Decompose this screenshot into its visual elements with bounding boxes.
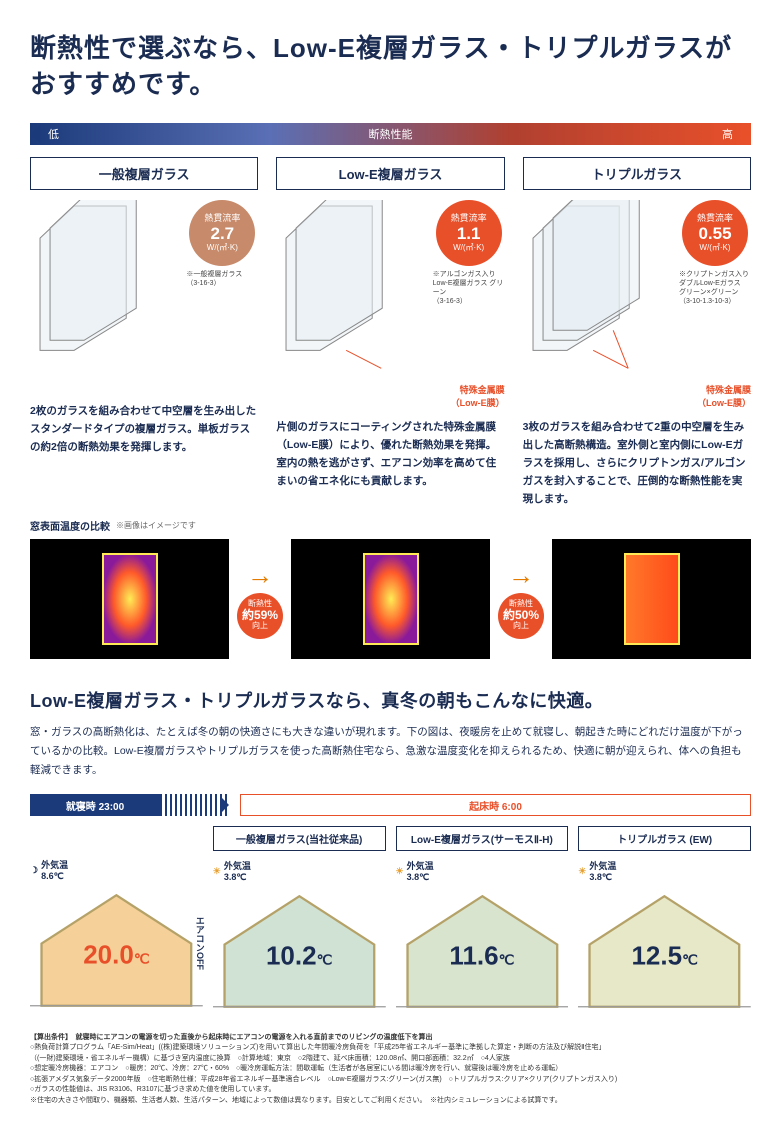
fine-title: 【算出条件】 就寝時にエアコンの電源を切った直後から起床時にエアコンの電源を入れ… <box>30 1033 751 1044</box>
glass-diagram <box>276 200 426 379</box>
u-value-badge: 熱貫流率 2.7 W/(㎡·K) <box>189 200 255 266</box>
improve-badge: 断熱性約59%向上 <box>237 593 283 639</box>
performance-gradient-bar: 低 断熱性能 高 <box>30 123 751 145</box>
film-label: 特殊金属膜（Low-E膜） <box>276 383 504 409</box>
fine-line: （(一財)建築環境・省エネルギー機構）に基づき室内温度に換算 ○計算地域：東京 … <box>30 1054 751 1065</box>
fine-line: ○想定暖冷房機器：エアコン ○暖房：20℃、冷房：27℃・60% ○暖冷房運転方… <box>30 1064 751 1075</box>
fine-print: 【算出条件】 就寝時にエアコンの電源を切った直後から起床時にエアコンの電源を入れ… <box>30 1033 751 1107</box>
u-value-badge: 熱貫流率 1.1 W/(㎡·K) <box>436 200 502 266</box>
house-figure: 12.5℃ <box>578 887 751 1019</box>
outside-temp: ☀ 外気温3.8℃ <box>396 859 569 883</box>
col-desc: 片側のガラスにコーティングされた特殊金属膜（Low-E膜）により、優れた断熱効果… <box>276 419 504 490</box>
fine-line: ○熱負荷計算プログラム「AE-Sim/Heat」((株)建築環境ソリューションズ… <box>30 1043 751 1054</box>
perf-low-label: 低 <box>48 126 59 142</box>
indoor-temp: 10.2℃ <box>266 940 332 971</box>
perf-high-label: 高 <box>722 126 733 142</box>
perf-center-label: 断熱性能 <box>30 126 751 142</box>
thermal-caption: 窓表面温度の比較 <box>30 518 110 533</box>
thermal-image <box>30 539 229 659</box>
fine-line: ○拡張アメダス気象データ2000年版 ○住宅断熱仕様：平成28年省エネルギー基準… <box>30 1075 751 1086</box>
sun-icon: ☀ <box>396 866 404 877</box>
sun-icon: ☀ <box>578 866 586 877</box>
house-figure: 10.2℃ <box>213 887 386 1019</box>
badge-note: ※クリプトンガス入りダブルLow-Eガラスグリーン×グリーン（3-10-1.3-… <box>679 270 751 306</box>
indoor-temp: 11.6℃ <box>449 940 514 971</box>
arrow-icon: → <box>247 560 273 591</box>
house-row: ☽ 外気温8.6℃ 20.0℃ エアコンOFF 一般複層ガラス(当社従来品) ☀… <box>30 826 751 1019</box>
house-title: トリプルガラス (EW) <box>578 826 751 851</box>
section2-title: Low-E複層ガラス・トリプルガラスなら、真冬の朝もこんなに快適。 <box>30 687 751 713</box>
film-label: 特殊金属膜（Low-E膜） <box>523 383 751 409</box>
thermal-caption-sub: ※画像はイメージです <box>116 520 196 531</box>
sun-icon: ☀ <box>213 866 221 877</box>
indoor-temp: 20.0℃ <box>83 939 149 970</box>
thermal-image <box>291 539 490 659</box>
house-title: 一般複層ガラス(当社従来品) <box>213 826 386 851</box>
outside-temp: ☀ 外気温3.8℃ <box>213 859 386 883</box>
outside-temp: ☀ 外気温3.8℃ <box>578 859 751 883</box>
fine-line: ○ガラスの性能値は、JIS R3106、R3107に基づき求めた値を使用していま… <box>30 1085 751 1096</box>
col-title: トリプルガラス <box>523 157 751 190</box>
moon-icon: ☽ <box>30 865 38 876</box>
glass-diagram <box>523 200 673 379</box>
house-title: Low-E複層ガラス(サーモスⅡ-H) <box>396 826 569 851</box>
badge-note: ※アルゴンガス入りLow-E複層ガラス グリーン（3-16-3） <box>433 270 505 306</box>
outside-temp: ☽ 外気温8.6℃ <box>30 858 203 882</box>
badge-note: ※一般複層ガラス（3-16-3） <box>186 270 258 288</box>
thermal-image <box>552 539 751 659</box>
indoor-temp: 12.5℃ <box>631 940 697 971</box>
u-value-badge: 熱貫流率 0.55 W/(㎡·K) <box>682 200 748 266</box>
page-title: 断熱性で選ぶなら、Low-E複層ガラス・トリプルガラスがおすすめです。 <box>30 30 751 103</box>
time-stripes-icon <box>160 794 230 816</box>
time-morning: 起床時 6:00 <box>240 794 751 816</box>
arrow-icon: → <box>508 560 534 591</box>
aircon-off-label: エアコンOFF <box>194 916 205 970</box>
fine-line: ※住宅の大きさや間取り、機器類、生活者人数、生活パターン、地域によって数値は異な… <box>30 1096 751 1107</box>
time-bar: 就寝時 23:00 起床時 6:00 <box>30 794 751 816</box>
col-desc: 3枚のガラスを組み合わせて2重の中空層を生み出した高断熱構造。室外側と室内側にL… <box>523 419 751 508</box>
house-figure: 20.0℃ エアコンOFF <box>30 886 203 1018</box>
col-title: Low-E複層ガラス <box>276 157 504 190</box>
time-night: 就寝時 23:00 <box>30 794 160 816</box>
thermal-row: → 断熱性約59%向上 → 断熱性約50%向上 <box>30 539 751 659</box>
glass-diagram <box>30 200 180 379</box>
glass-columns: 一般複層ガラス 熱貫流率 2.7 W/(㎡·K) ※一般複層ガラス（3-16-3… <box>30 157 751 509</box>
improve-badge: 断熱性約50%向上 <box>498 593 544 639</box>
col-desc: 2枚のガラスを組み合わせて中空層を生み出したスタンダードタイプの複層ガラス。単板… <box>30 403 258 457</box>
col-title: 一般複層ガラス <box>30 157 258 190</box>
house-figure: 11.6℃ <box>396 887 569 1019</box>
section2-body: 窓・ガラスの高断熱化は、たとえば冬の朝の快適さにも大きな違いが現れます。下の図は… <box>30 723 751 780</box>
